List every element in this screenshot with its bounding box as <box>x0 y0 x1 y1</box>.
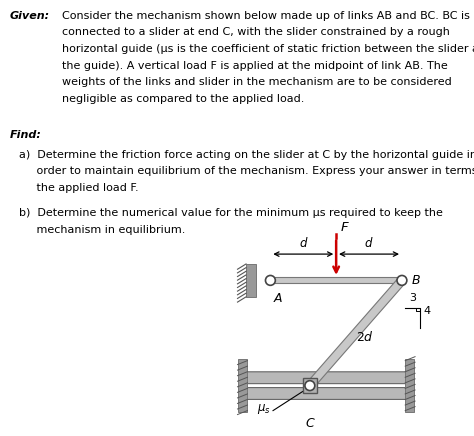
Text: $A$: $A$ <box>273 292 283 305</box>
Bar <box>302 378 317 393</box>
Text: the guide). A vertical load F is applied at the midpoint of link AB. The: the guide). A vertical load F is applied… <box>55 61 447 71</box>
Text: weights of the links and slider in the mechanism are to be considered: weights of the links and slider in the m… <box>55 77 451 87</box>
Polygon shape <box>307 278 405 388</box>
Bar <box>270 277 402 283</box>
Text: $B$: $B$ <box>411 274 421 287</box>
FancyBboxPatch shape <box>247 372 406 384</box>
Text: Consider the mechanism shown below made up of links AB and BC. BC is: Consider the mechanism shown below made … <box>55 11 469 21</box>
Text: mechanism in equilibrium.: mechanism in equilibrium. <box>19 225 185 235</box>
Text: a)  Determine the friction force acting on the slider at C by the horizontal gui: a) Determine the friction force acting o… <box>19 150 474 160</box>
Text: horizontal guide (μs is the coefficient of static friction between the slider an: horizontal guide (μs is the coefficient … <box>55 44 474 54</box>
Circle shape <box>397 276 407 285</box>
Text: Given:: Given: <box>9 11 50 21</box>
Text: $\mu_s$: $\mu_s$ <box>257 402 271 416</box>
Circle shape <box>305 381 315 391</box>
Text: 4: 4 <box>424 307 431 316</box>
Text: $d$: $d$ <box>365 236 374 250</box>
Text: $2d$: $2d$ <box>356 330 374 344</box>
Text: 3: 3 <box>409 293 416 303</box>
Bar <box>246 264 256 297</box>
Text: negligible as compared to the applied load.: negligible as compared to the applied lo… <box>55 94 304 104</box>
Text: $d$: $d$ <box>299 236 308 250</box>
Text: $C$: $C$ <box>304 417 315 430</box>
Bar <box>405 359 414 412</box>
Text: order to maintain equilibrium of the mechanism. Express your answer in terms of: order to maintain equilibrium of the mec… <box>19 166 474 176</box>
Text: the applied load F.: the applied load F. <box>19 183 138 193</box>
Circle shape <box>265 276 275 285</box>
Text: Find:: Find: <box>9 130 41 140</box>
FancyBboxPatch shape <box>247 388 406 399</box>
Text: connected to a slider at end C, with the slider constrained by a rough: connected to a slider at end C, with the… <box>55 27 449 37</box>
Bar <box>238 359 247 412</box>
Text: b)  Determine the numerical value for the minimum μs required to keep the: b) Determine the numerical value for the… <box>19 208 443 218</box>
Text: $F$: $F$ <box>340 221 350 235</box>
